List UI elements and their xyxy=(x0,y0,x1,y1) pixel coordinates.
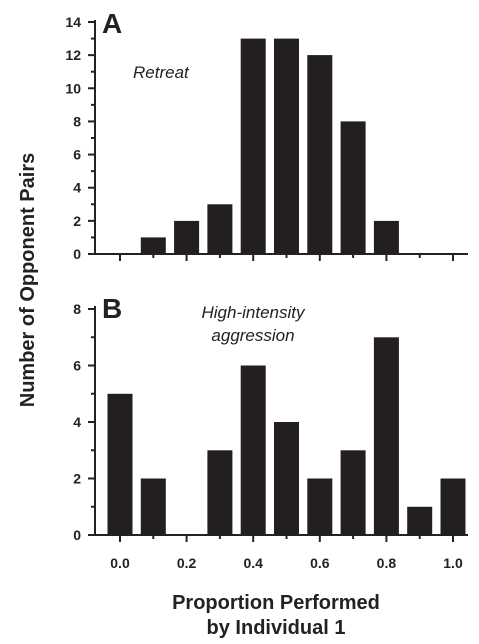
x-tick-label-b-1.0: 1.0 xyxy=(443,555,463,571)
bar-b-5 xyxy=(274,422,299,535)
y-ticks-b: 0 2 4 6 8 xyxy=(73,301,95,543)
annotation-a: Retreat xyxy=(133,63,190,82)
y-tick-label-a-6: 6 xyxy=(73,147,81,163)
panel-label-b: B xyxy=(102,293,122,324)
y-tick-label-b-2: 2 xyxy=(73,471,81,487)
bar-a-6 xyxy=(307,55,333,254)
y-tick-label-b-8: 8 xyxy=(73,301,81,317)
x-ticks-b: 0.0 0.2 0.4 0.6 0.8 1.0 xyxy=(110,535,463,571)
y-tick-label-a-4: 4 xyxy=(73,180,81,196)
y-tick-label-b-0: 0 xyxy=(73,527,81,543)
x-tick-label-b-0.4: 0.4 xyxy=(243,555,263,571)
bar-b-3 xyxy=(207,450,233,536)
y-ticks-a: 0 2 4 6 8 10 12 14 xyxy=(65,14,95,262)
x-axis-title-line1: Proportion Performed xyxy=(172,592,380,614)
x-tick-label-b-0.0: 0.0 xyxy=(110,555,130,571)
x-tick-label-b-0.6: 0.6 xyxy=(310,555,330,571)
panel-a: 0 2 4 6 8 10 12 14 A Retreat xyxy=(65,8,468,262)
y-tick-label-a-12: 12 xyxy=(65,47,81,63)
x-tick-label-b-0.8: 0.8 xyxy=(377,555,397,571)
bar-b-8 xyxy=(373,337,399,536)
y-tick-label-a-8: 8 xyxy=(73,113,81,129)
y-tick-label-a-14: 14 xyxy=(65,14,81,30)
y-tick-label-a-2: 2 xyxy=(73,213,81,229)
y-axis-title: Number of Opponent Pairs xyxy=(17,153,39,407)
bar-a-1 xyxy=(140,237,166,254)
bar-a-5 xyxy=(274,38,299,254)
panel-b: 0 2 4 6 8 0.0 0.2 0.4 0.6 0.8 1.0 B High-intensit… xyxy=(73,293,468,571)
y-tick-label-b-4: 4 xyxy=(73,414,81,430)
bars-a xyxy=(140,38,399,255)
bar-a-3 xyxy=(207,204,233,254)
bar-b-10 xyxy=(440,478,466,535)
bar-b-6 xyxy=(307,478,333,535)
x-tick-label-b-0.2: 0.2 xyxy=(177,555,197,571)
bar-b-0 xyxy=(107,393,133,536)
annotation-b-line1: High-intensity xyxy=(202,303,306,322)
annotation-b-line2: aggression xyxy=(211,326,294,345)
bar-b-9 xyxy=(407,506,433,536)
bar-b-1 xyxy=(140,478,166,535)
y-tick-label-b-6: 6 xyxy=(73,358,81,374)
bar-b-4 xyxy=(240,365,266,535)
bar-a-2 xyxy=(174,220,200,254)
y-tick-label-a-0: 0 xyxy=(73,246,81,262)
bar-a-4 xyxy=(240,38,266,254)
bar-b-7 xyxy=(340,450,366,536)
bars-b xyxy=(107,337,466,536)
panel-label-a: A xyxy=(102,8,122,39)
bar-a-8 xyxy=(373,220,399,254)
bar-a-7 xyxy=(340,121,366,255)
x-axis-title-line2: by Individual 1 xyxy=(207,617,346,639)
y-tick-label-a-10: 10 xyxy=(65,80,81,96)
x-ticks-a xyxy=(119,254,454,261)
